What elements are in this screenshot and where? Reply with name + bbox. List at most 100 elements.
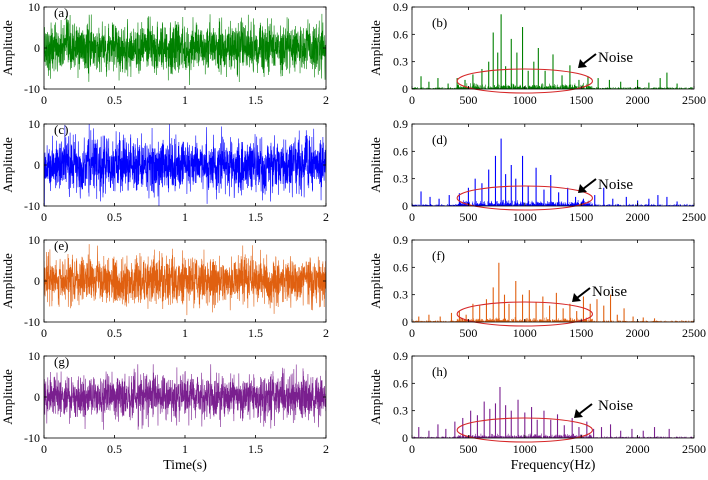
series-g [44, 364, 326, 430]
x-tick-label: 1.5 [248, 93, 263, 107]
x-tick-label: 0 [409, 93, 415, 107]
series-e [44, 244, 326, 316]
x-tick-label: 2 [323, 210, 329, 224]
y-tick-label: 0 [34, 390, 40, 404]
panel-h: 0 500 1000 1500 2000 2500 0 0.3 0.6 0.9 Amplitude (… [368, 349, 706, 473]
y-tick-label: 10 [28, 0, 40, 14]
noise-floor [412, 199, 694, 206]
y-tick-label: 0.6 [393, 376, 408, 390]
x-tick-label: 0.5 [107, 210, 122, 224]
x-tick-label: 2500 [682, 326, 706, 340]
x-tick-label: 1.5 [248, 210, 263, 224]
panel-label: (d) [432, 132, 447, 147]
y-tick-label: 10 [28, 349, 40, 363]
axes-frame [411, 355, 695, 439]
panel-b: 0 500 1000 1500 2000 2500 0 0.3 0.6 0.9 Amplitude (… [368, 0, 706, 107]
x-tick-label: 1 [182, 93, 188, 107]
axes-frame [411, 123, 695, 207]
x-tick-label: 0.5 [107, 326, 122, 340]
x-tick-label: 0 [41, 93, 47, 107]
noise-arrowhead [572, 293, 581, 302]
noise-ellipse [456, 185, 594, 211]
y-tick-label: 10 [28, 117, 40, 131]
panel-label: (g) [54, 354, 69, 369]
signal-line [44, 124, 326, 206]
noise-arrow [576, 287, 591, 299]
x-tick-label: 2000 [626, 93, 650, 107]
y-tick-label: 0.9 [393, 0, 408, 14]
x-tick-label: 1.5 [248, 326, 263, 340]
x-tick-label: 1500 [569, 442, 593, 456]
x-tick-label: 500 [459, 93, 477, 107]
x-tick-label: 2000 [626, 442, 650, 456]
noise-arrow [582, 53, 597, 65]
y-tick-label: 0 [402, 82, 408, 96]
noise-arrowhead [578, 59, 587, 68]
series-h [412, 386, 694, 438]
signal-line [44, 364, 326, 430]
noise-label: Noise [598, 398, 633, 414]
y-axis-label: Amplitude [368, 253, 383, 309]
y-tick-label: 0.3 [393, 288, 408, 302]
y-tick-label: -10 [24, 199, 40, 213]
y-tick-label: 0.3 [393, 404, 408, 418]
y-axis-label: Amplitude [0, 369, 15, 425]
signal-line [44, 244, 326, 316]
panel-label: (h) [432, 364, 447, 379]
series-f [412, 262, 694, 322]
x-tick-label: 500 [459, 442, 477, 456]
y-tick-label: 0 [402, 431, 408, 445]
panel-label: (e) [54, 238, 68, 253]
x-tick-label: 1500 [569, 93, 593, 107]
noise-arrow [578, 403, 593, 415]
y-tick-label: 0.6 [393, 144, 408, 158]
panel-label: (f) [432, 248, 445, 263]
y-tick-label: -10 [24, 315, 40, 329]
y-tick-label: -10 [24, 431, 40, 445]
x-tick-label: 1000 [513, 326, 537, 340]
panel-d: 0 500 1000 1500 2000 2500 0 0.3 0.6 0.9 Amplitude (… [368, 117, 706, 224]
y-tick-label: 0 [34, 41, 40, 55]
x-tick-label: 1 [182, 442, 188, 456]
x-tick-label: 0.5 [107, 442, 122, 456]
noise-floor [412, 317, 694, 322]
y-tick-label: 0.6 [393, 27, 408, 41]
x-tick-label: 2000 [626, 326, 650, 340]
noise-floor [412, 433, 694, 438]
noise-label: Noise [598, 177, 633, 193]
y-axis-label: Amplitude [368, 137, 383, 193]
x-tick-label: 2500 [682, 93, 706, 107]
y-tick-label: 0.9 [393, 117, 408, 131]
noise-arrowhead [574, 409, 583, 418]
x-tick-label: 2 [323, 326, 329, 340]
panel-label: (b) [432, 15, 447, 30]
series-c [44, 124, 326, 206]
x-tick-label: 0 [41, 210, 47, 224]
y-tick-label: 0.3 [393, 55, 408, 69]
y-axis-label: Amplitude [0, 253, 15, 309]
noise-ellipse [456, 417, 594, 443]
y-tick-label: 0.6 [393, 260, 408, 274]
y-tick-label: 0.9 [393, 233, 408, 247]
x-tick-label: 0 [409, 326, 415, 340]
x-tick-label: 0 [41, 326, 47, 340]
y-tick-label: 0.9 [393, 349, 408, 363]
y-tick-label: -10 [24, 82, 40, 96]
noise-arrowhead [578, 184, 587, 193]
panel-label: (c) [54, 122, 68, 137]
noise-arrow [582, 178, 597, 190]
y-axis-label: Amplitude [0, 137, 15, 193]
y-axis-label: Amplitude [368, 20, 383, 76]
x-tick-label: 0.5 [107, 93, 122, 107]
y-tick-label: 0 [34, 158, 40, 172]
axes-frame [411, 239, 695, 323]
series-d [412, 138, 694, 206]
noise-label: Noise [598, 50, 633, 66]
x-tick-label: 2 [323, 442, 329, 456]
panel-f: 0 500 1000 1500 2000 2500 0 0.3 0.6 0.9 Amplitude (… [368, 233, 706, 340]
y-tick-label: 0.3 [393, 172, 408, 186]
series-a [44, 13, 326, 86]
